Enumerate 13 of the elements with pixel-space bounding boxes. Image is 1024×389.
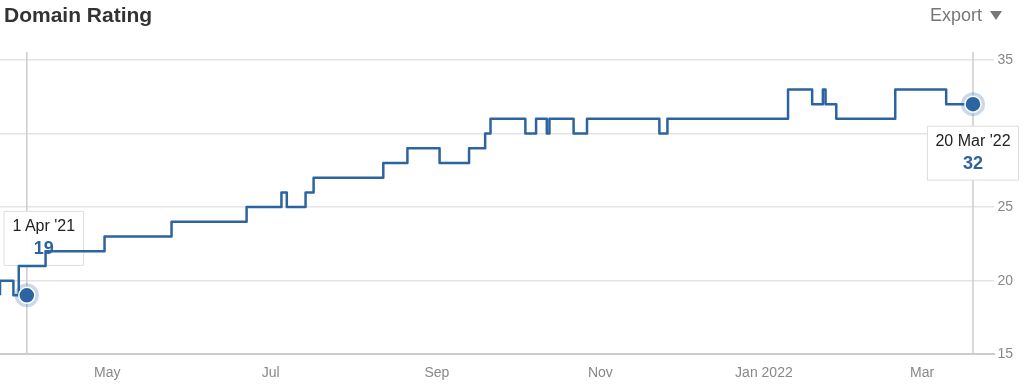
x-tick-label: Jan 2022 <box>735 364 793 381</box>
chart-title: Domain Rating <box>4 3 153 27</box>
x-tick-label: Sep <box>424 364 450 381</box>
y-tick-label: 20 <box>997 271 1014 288</box>
y-tick-label: 15 <box>997 345 1014 362</box>
y-tick-label: 25 <box>997 197 1014 214</box>
x-tick-label: Mar <box>909 364 935 381</box>
annotation: 20 Mar '22 32 <box>935 131 1011 174</box>
y-tick-label: 35 <box>997 50 1014 67</box>
text: Export <box>929 5 982 26</box>
x-tick-label: May <box>93 364 121 381</box>
x-tick-label: Nov <box>587 364 613 381</box>
x-tick-label: Jul <box>261 364 280 381</box>
